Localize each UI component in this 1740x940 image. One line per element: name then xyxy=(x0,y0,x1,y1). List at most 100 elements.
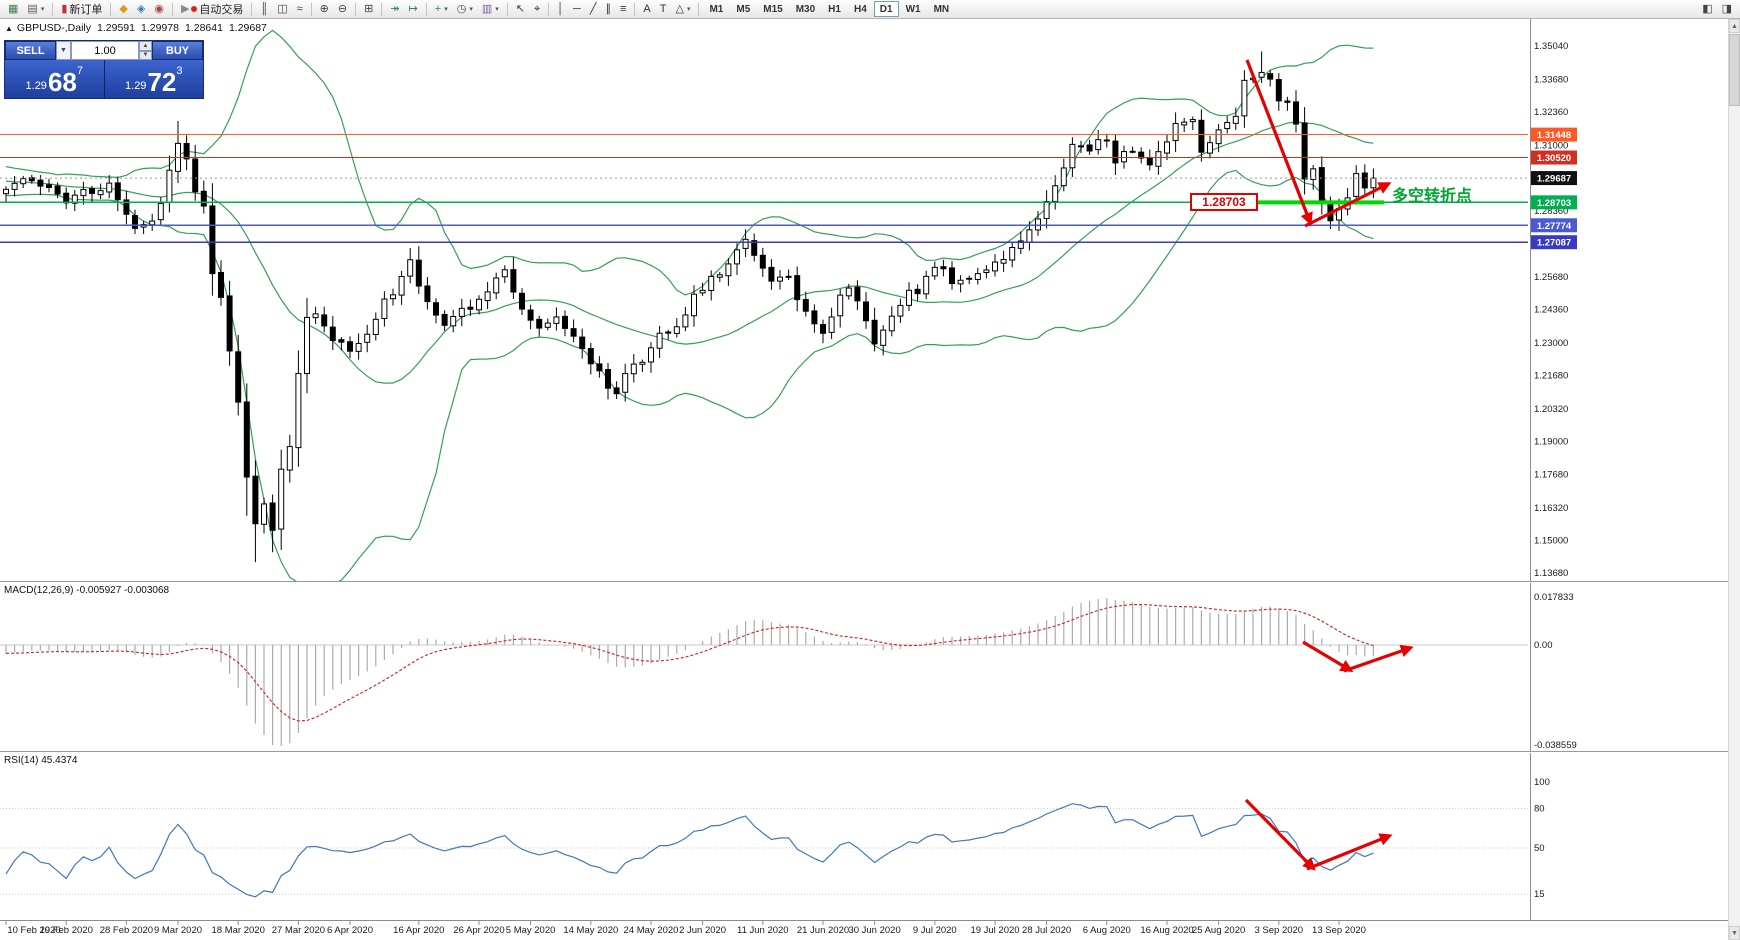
candles-chart-icon: ◫ xyxy=(277,2,288,15)
new-chart-button[interactable]: ▦ xyxy=(4,1,22,18)
periods-button[interactable]: ◷ ▾ xyxy=(453,1,477,18)
ohlc-low: 1.28641 xyxy=(184,22,223,34)
scroll-down-button[interactable]: ▼ xyxy=(1729,926,1740,940)
chart-profiles-button[interactable]: ▤ ▾ xyxy=(23,1,48,18)
tile-windows-button[interactable]: ⊞ xyxy=(360,1,377,18)
timeframe-M30[interactable]: M30 xyxy=(790,1,821,17)
volume-up-button[interactable]: ▲ xyxy=(139,41,152,51)
line-chart-button[interactable]: ≈ xyxy=(293,1,307,18)
sell-price[interactable]: 1.29 68 7 xyxy=(5,60,104,98)
volume-stepper: ▲ ▼ xyxy=(139,41,152,60)
svg-text:1.16320: 1.16320 xyxy=(1534,503,1568,514)
chevron-down-icon: ▾ xyxy=(40,6,45,13)
fibonacci-button[interactable]: ≡ xyxy=(616,1,630,18)
cursor-button[interactable]: ↖ xyxy=(512,1,529,18)
mql5-community-button[interactable]: ◆ xyxy=(115,1,131,18)
timeframe-H1[interactable]: H1 xyxy=(822,1,847,17)
text-label-button[interactable]: T xyxy=(656,1,671,18)
chart-header: ▲ GBPUSD-,Daily 1.29591 1.29978 1.28641 1.296… xyxy=(5,22,273,34)
svg-text:1.13680: 1.13680 xyxy=(1534,568,1568,579)
svg-text:0.00: 0.00 xyxy=(1534,640,1553,651)
volume-down-button[interactable]: ▼ xyxy=(139,50,152,60)
svg-text:1.27087: 1.27087 xyxy=(1537,238,1571,249)
chart-shift-button[interactable]: ↦ xyxy=(405,1,422,18)
scroll-thumb[interactable] xyxy=(1729,34,1740,106)
timeframe-W1[interactable]: W1 xyxy=(900,1,927,17)
timeframe-D1[interactable]: D1 xyxy=(873,1,899,17)
crosshair-icon: ⌖ xyxy=(533,2,541,15)
buy-button[interactable]: BUY xyxy=(152,41,203,60)
line-chart-icon: ≈ xyxy=(296,2,303,15)
svg-text:1.20320: 1.20320 xyxy=(1534,404,1568,415)
autotrading-status-dot xyxy=(191,6,198,12)
text-button[interactable]: A xyxy=(639,1,654,18)
svg-text:27 Mar 2020: 27 Mar 2020 xyxy=(272,925,325,936)
ohlc-high: 1.29978 xyxy=(141,22,179,34)
svg-text:16 Apr 2020: 16 Apr 2020 xyxy=(393,925,444,936)
turning-point-label[interactable]: 多空转折点 xyxy=(1392,188,1473,205)
chevron-down-icon: ▾ xyxy=(469,6,473,13)
price-annotation-box[interactable]: 1.28703 xyxy=(1190,193,1258,211)
arrows-shapes-button[interactable]: △ ▾ xyxy=(671,1,694,18)
data-window-icon: ◧ xyxy=(1702,2,1713,15)
crosshair-button[interactable]: ⌖ xyxy=(530,1,544,18)
svg-text:28 Feb 2020: 28 Feb 2020 xyxy=(100,925,153,936)
signals-button[interactable]: ◉ xyxy=(150,1,168,18)
bars-chart-button[interactable]: ║ xyxy=(256,1,272,18)
macd-axis-labels: 0.017833 0.00 -0.038559 xyxy=(1534,592,1577,751)
svg-text:18 Mar 2020: 18 Mar 2020 xyxy=(212,925,265,936)
buy-price[interactable]: 1.29 72 3 xyxy=(104,60,203,98)
rsi-trend-arrows[interactable] xyxy=(1244,798,1393,871)
tile-windows-icon: ⊞ xyxy=(364,2,374,15)
main-trend-arrows[interactable] xyxy=(1245,59,1392,228)
timeframe-H4[interactable]: H4 xyxy=(848,1,873,17)
toolbar-separator xyxy=(634,2,636,16)
toolbar-separator xyxy=(310,2,312,16)
indicators-button[interactable]: + ▾ xyxy=(431,1,452,18)
volume-dropdown-button[interactable]: ▼ xyxy=(56,41,71,60)
horizontal-line-button[interactable]: ─ xyxy=(569,1,585,18)
new-order-button[interactable]: ▮ 新订单 xyxy=(57,1,106,18)
timeframe-M15[interactable]: M15 xyxy=(757,1,788,17)
vertical-line-button[interactable]: │ xyxy=(553,1,568,18)
sell-button[interactable]: SELL xyxy=(5,41,56,60)
scroll-up-button[interactable]: ▲ xyxy=(1729,19,1740,33)
price-divider xyxy=(103,60,105,98)
zoom-in-button[interactable]: ⊕ xyxy=(316,1,333,18)
text-icon: A xyxy=(643,2,651,15)
zoom-out-button[interactable]: ⊖ xyxy=(334,1,351,18)
timeframe-M1[interactable]: M1 xyxy=(703,1,729,17)
strategy-navigator-button[interactable]: ◨ xyxy=(1718,1,1736,18)
equidistant-channel-button[interactable]: ∥ xyxy=(601,1,615,18)
volume-input[interactable] xyxy=(71,41,139,60)
svg-text:10 Feb 2020: 10 Feb 2020 xyxy=(7,925,60,936)
horizontal-lines[interactable] xyxy=(0,134,1528,243)
macd-label: MACD(12,26,9) -0.005927 -0.003068 xyxy=(4,585,170,596)
trendline-button[interactable]: ╱ xyxy=(586,1,601,18)
timeframe-M5[interactable]: M5 xyxy=(730,1,756,17)
trendline-icon: ╱ xyxy=(589,2,597,15)
timeframe-MN[interactable]: MN xyxy=(928,1,956,17)
svg-text:-0.038559: -0.038559 xyxy=(1534,740,1577,751)
market-button[interactable]: ◈ xyxy=(133,1,149,18)
data-window-button[interactable]: ◧ xyxy=(1698,1,1716,18)
ohlc-close: 1.29687 xyxy=(228,22,267,34)
auto-scroll-button[interactable]: ↠ xyxy=(386,1,403,18)
auto-trading-button[interactable]: ▶ 自动交易 xyxy=(177,1,247,18)
svg-text:80: 80 xyxy=(1534,803,1545,814)
templates-button[interactable]: ▥ ▾ xyxy=(478,1,503,18)
text-label-icon: T xyxy=(659,2,667,15)
trade-controls-row: SELL ▼ ▲ ▼ BUY xyxy=(5,41,203,60)
svg-text:9 Mar 2020: 9 Mar 2020 xyxy=(154,925,202,936)
svg-text:16 Aug 2020: 16 Aug 2020 xyxy=(1140,925,1193,936)
candles-chart-button[interactable]: ◫ xyxy=(273,1,291,18)
indicators-icon: + xyxy=(434,2,442,15)
chevron-down-icon: ▾ xyxy=(686,6,691,13)
macd-trend-arrows[interactable] xyxy=(1302,640,1414,673)
svg-text:11 Jun 2020: 11 Jun 2020 xyxy=(737,925,789,936)
vertical-scrollbar[interactable]: ▲ ▼ xyxy=(1728,19,1740,940)
svg-text:25 Aug 2020: 25 Aug 2020 xyxy=(1192,925,1245,936)
toolbar-separator xyxy=(698,2,700,16)
